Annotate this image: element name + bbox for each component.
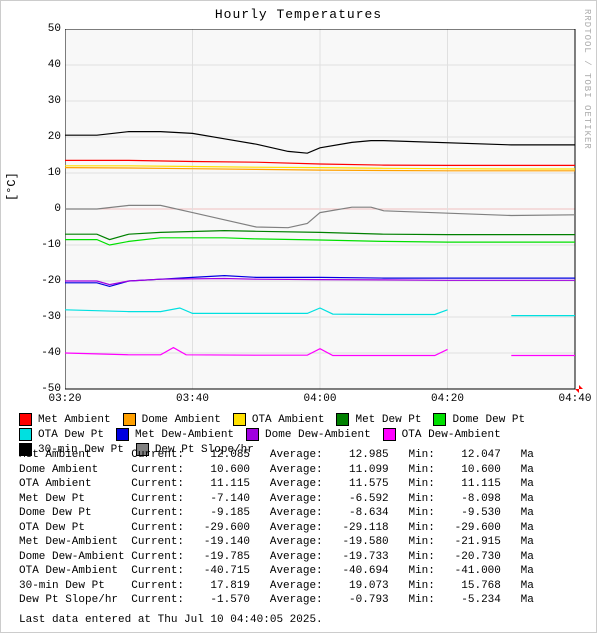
legend-swatch	[433, 413, 446, 426]
y-axis-label: [°C]	[5, 172, 19, 201]
legend-swatch	[123, 413, 136, 426]
x-tick: 04:40	[555, 393, 595, 405]
legend-label: OTA Ambient	[252, 413, 325, 427]
legend-label: OTA Dew Pt	[38, 428, 104, 442]
legend-swatch	[19, 413, 32, 426]
plot-area	[65, 29, 595, 409]
x-tick: 04:00	[300, 393, 340, 405]
x-tick: 03:20	[45, 393, 85, 405]
y-tick: 10	[21, 167, 61, 179]
footer-text: Last data entered at Thu Jul 10 04:40:05…	[19, 614, 323, 626]
y-tick: -40	[21, 347, 61, 359]
chart-container: { "title": "Hourly Temperatures", "side_…	[0, 0, 597, 633]
legend-label: Dome Ambient	[142, 413, 221, 427]
legend-label: Dome Dew Pt	[452, 413, 525, 427]
y-tick: 30	[21, 95, 61, 107]
y-tick: -20	[21, 275, 61, 287]
stats-table: Met Ambient Current: 12.085 Average: 12.…	[19, 448, 534, 608]
legend-label: Met Dew-Ambient	[135, 428, 234, 442]
y-tick: 0	[21, 203, 61, 215]
legend-swatch	[383, 428, 396, 441]
y-tick: -10	[21, 239, 61, 251]
y-tick: -30	[21, 311, 61, 323]
y-tick: 50	[21, 23, 61, 35]
legend-swatch	[233, 413, 246, 426]
legend-label: OTA Dew-Ambient	[402, 428, 501, 442]
y-tick: 40	[21, 59, 61, 71]
y-tick: 20	[21, 131, 61, 143]
chart-title: Hourly Temperatures	[1, 7, 596, 22]
legend-label: Dome Dew-Ambient	[265, 428, 371, 442]
legend-label: Met Ambient	[38, 413, 111, 427]
legend-swatch	[336, 413, 349, 426]
x-tick: 04:20	[428, 393, 468, 405]
legend-swatch	[116, 428, 129, 441]
legend-swatch	[246, 428, 259, 441]
legend-swatch	[19, 428, 32, 441]
legend-label: Met Dew Pt	[355, 413, 421, 427]
x-tick: 03:40	[173, 393, 213, 405]
